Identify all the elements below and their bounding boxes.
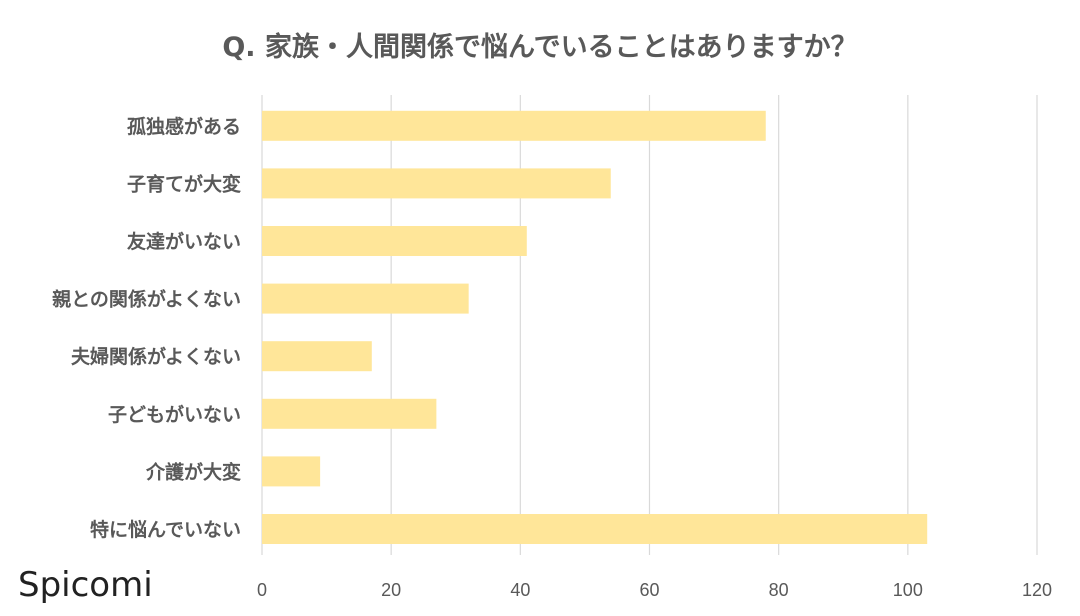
bar (262, 398, 437, 429)
category-label: 特に悩んでいない (90, 518, 241, 541)
category-label: 子育てが大変 (127, 172, 241, 195)
bar (262, 341, 372, 372)
x-tick-label: 100 (893, 580, 923, 600)
bar (262, 456, 321, 487)
bar (262, 283, 469, 314)
bar (262, 226, 527, 256)
brand-logo: Spicomi (18, 565, 153, 605)
category-label: 友達がいない (127, 230, 241, 253)
x-tick-label: 120 (1022, 580, 1052, 600)
grid (261, 95, 1038, 555)
x-tick-label: 0 (257, 580, 267, 600)
category-label: 子どもがいない (108, 403, 241, 426)
bar (262, 168, 611, 199)
x-tick-label: 80 (769, 580, 789, 600)
bars (262, 110, 928, 544)
category-label: 夫婦関係がよくない (71, 345, 241, 368)
category-label: 介護が大変 (145, 460, 241, 483)
chart-title: Q. 家族・人間関係で悩んでいることはありますか？ (222, 31, 857, 63)
category-label: 孤独感がある (127, 115, 241, 138)
x-tick-label: 40 (510, 580, 530, 600)
bar (262, 110, 766, 141)
x-tick-label: 20 (381, 580, 401, 600)
x-axis-ticks: 0 20 40 60 80 100 120 (257, 580, 1052, 600)
bar (262, 514, 928, 544)
x-tick-label: 60 (639, 580, 659, 600)
category-label: 親との関係がよくない (52, 288, 241, 311)
category-labels: 孤独感がある子育てが大変友達がいない親との関係がよくない夫婦関係がよくない子ども… (52, 115, 241, 541)
